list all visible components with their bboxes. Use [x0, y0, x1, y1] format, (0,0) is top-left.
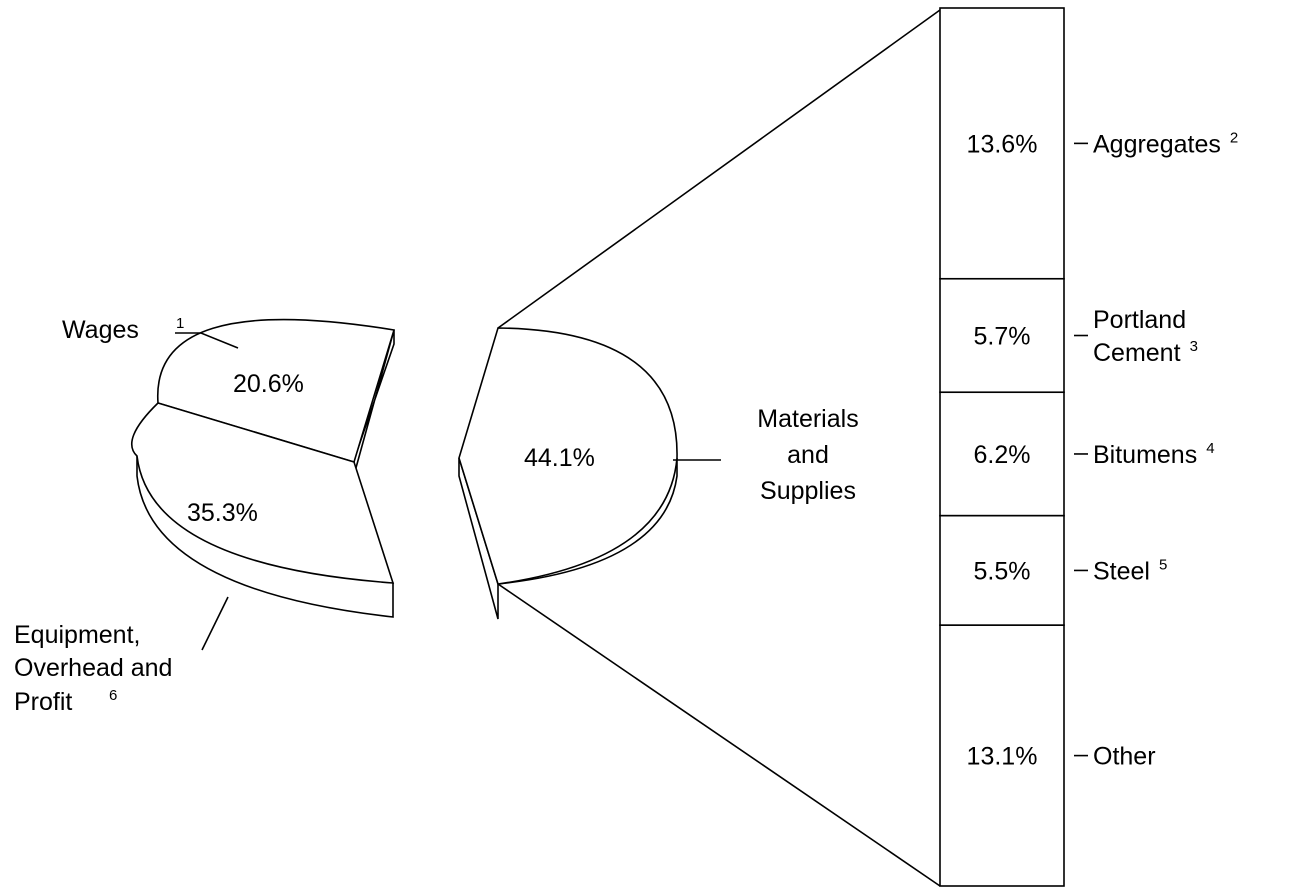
bar-footnote-portland: 3	[1190, 338, 1198, 355]
pie-slice-equipment	[130, 402, 395, 584]
connector-bottom	[497, 583, 941, 887]
label-materials-line3: Supplies	[760, 477, 856, 505]
leader-wages	[175, 332, 239, 349]
label-materials-line2: and	[787, 441, 829, 469]
footnote-equipment: 6	[109, 687, 117, 704]
bar-label-bitumens: Bitumens	[1093, 441, 1197, 469]
bar-segment-steel	[939, 514, 1065, 626]
bar-segment-aggregates	[939, 7, 1065, 280]
bar-value-steel: 5.5%	[974, 557, 1031, 585]
connector-top	[497, 9, 941, 329]
bar-label-aggregates: Aggregates	[1093, 130, 1221, 158]
footnote-wages: 1	[176, 315, 184, 332]
bar-label-portland-line1: Portland	[1093, 306, 1186, 334]
bar-value-bitumens: 6.2%	[974, 441, 1031, 469]
label-equipment-line2: Overhead and	[14, 654, 172, 682]
pie-value-wages: 20.6%	[233, 370, 304, 398]
bar-value-portland: 5.7%	[974, 323, 1031, 351]
bar-label-portland-line2: Cement	[1093, 339, 1181, 367]
leader-equipment	[201, 596, 229, 651]
pie-slice-materials	[458, 327, 678, 585]
label-equipment-line1: Equipment,	[14, 621, 140, 649]
label-materials-line1: Materials	[757, 405, 858, 433]
pie-value-materials: 44.1%	[524, 444, 595, 472]
bar-label-steel: Steel	[1093, 557, 1150, 585]
bar-segment-portland	[939, 277, 1065, 394]
bar-footnote-bitumens: 4	[1206, 440, 1214, 457]
label-wages: Wages	[62, 316, 139, 344]
bar-value-aggregates: 13.6%	[967, 130, 1038, 158]
label-equipment-line3: Profit	[14, 688, 72, 716]
bar-value-other: 13.1%	[967, 743, 1038, 771]
breakdown-bar: 13.6% Aggregates 2 5.7% Portland Cement 3 6.2% B…	[939, 7, 1238, 887]
bar-label-other: Other	[1093, 743, 1156, 771]
bar-footnote-steel: 5	[1159, 556, 1167, 573]
pie-value-equipment: 35.3%	[187, 499, 258, 527]
bar-segment-other	[939, 624, 1065, 887]
bar-footnote-aggregates: 2	[1230, 129, 1238, 146]
